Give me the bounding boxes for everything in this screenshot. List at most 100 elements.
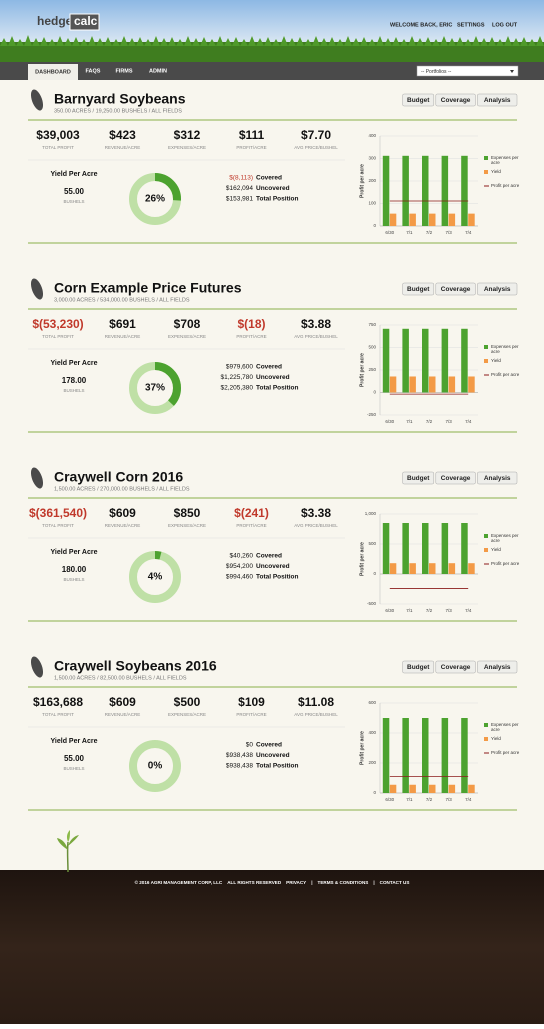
- footer-item[interactable]: CONTACT US: [379, 880, 410, 885]
- crop-icon: [30, 656, 44, 678]
- portfolio-select[interactable]: [416, 65, 519, 77]
- stat-value: $423: [109, 128, 136, 142]
- coverage-amount: $2,205,380: [220, 385, 253, 392]
- grass-blades: [0, 35, 544, 46]
- yield-unit: BUSHELS: [63, 199, 84, 204]
- yield-title: Yield Per Acre: [51, 549, 98, 556]
- y-tick-label: 750: [368, 322, 376, 327]
- button-label[interactable]: Analysis: [484, 286, 511, 293]
- nav-tab[interactable]: ADMIN: [149, 68, 167, 74]
- bar: [448, 784, 456, 793]
- button[interactable]: [402, 660, 435, 674]
- bar: [429, 563, 436, 574]
- legend-swatch: [484, 345, 488, 349]
- button[interactable]: [435, 93, 476, 107]
- y-tick-label: 100: [368, 201, 376, 206]
- nav-tab[interactable]: DASHBOARD: [35, 69, 71, 75]
- button[interactable]: [402, 471, 435, 485]
- coverage-label: Total Position: [256, 763, 299, 770]
- logo-text[interactable]: hedge: [37, 14, 73, 28]
- footer-links: © 2016 AGRI MANAGEMENT CORP, LLC ALL RIGH…: [0, 880, 544, 885]
- yield-value: 55.00: [64, 187, 85, 196]
- stat-label: EXPENSES/ACRE: [168, 145, 206, 150]
- x-tick-label: 7/3: [445, 797, 452, 802]
- button-label[interactable]: Budget: [407, 286, 430, 293]
- bar: [448, 213, 456, 226]
- coverage-amount: $162,094: [226, 185, 253, 192]
- button-label[interactable]: Budget: [407, 97, 430, 104]
- stat-label: PROFIT/ACRE: [236, 145, 266, 150]
- stat-value: $691: [109, 317, 136, 331]
- card-title: Barnyard Soybeans: [54, 91, 186, 107]
- footer-item[interactable]: PRIVACY: [286, 880, 307, 885]
- footer-item[interactable]: TERMS & CONDITIONS: [317, 880, 369, 885]
- bar: [429, 376, 436, 393]
- button[interactable]: [477, 93, 518, 107]
- x-tick-label: 7/3: [445, 608, 452, 613]
- bar: [441, 328, 449, 393]
- button[interactable]: [402, 282, 435, 296]
- donut-arc: [129, 551, 181, 603]
- stat-label: EXPENSES/ACRE: [168, 712, 206, 717]
- bar: [468, 376, 475, 393]
- nav-tab[interactable]: FAQS: [86, 68, 101, 74]
- button-label[interactable]: Analysis: [484, 97, 511, 104]
- coverage-amount: $954,200: [226, 563, 253, 570]
- button-label[interactable]: Analysis: [484, 664, 511, 671]
- bar: [441, 523, 449, 574]
- bar: [402, 155, 409, 226]
- coverage-label: Uncovered: [256, 374, 290, 381]
- button[interactable]: [435, 282, 476, 296]
- legend-item: Yield: [491, 547, 501, 552]
- legend-swatch: [484, 548, 488, 552]
- x-tick-label: 7/1: [406, 608, 413, 613]
- bar: [441, 718, 449, 793]
- legend-item: Expenses per acre: [491, 155, 519, 165]
- button[interactable]: [435, 471, 476, 485]
- nav-tab[interactable]: FIRMS: [115, 68, 132, 74]
- button[interactable]: [435, 660, 476, 674]
- y-tick-label: 500: [368, 541, 376, 546]
- button-label[interactable]: Coverage: [441, 286, 471, 293]
- coverage-label: Total Position: [256, 574, 299, 581]
- button-label[interactable]: Coverage: [441, 664, 471, 671]
- button-label[interactable]: Budget: [407, 664, 430, 671]
- logout-link[interactable]: LOG OUT: [492, 22, 518, 28]
- stat-value: $312: [174, 128, 201, 142]
- yield-title: Yield Per Acre: [51, 738, 98, 745]
- button[interactable]: [402, 93, 435, 107]
- divider: |: [373, 880, 375, 885]
- legend-label: Expenses per acre: [491, 722, 519, 732]
- y-tick-label: 0: [373, 790, 376, 795]
- coverage-label: Total Position: [256, 385, 299, 392]
- legend-label: Profit per acre: [491, 372, 520, 377]
- logo-text[interactable]: calc: [74, 14, 98, 28]
- donut-label: 37%: [145, 383, 165, 394]
- button[interactable]: [477, 660, 518, 674]
- stat-value: $39,003: [36, 128, 80, 142]
- button-label[interactable]: Coverage: [441, 97, 471, 104]
- button[interactable]: [477, 471, 518, 485]
- yield-unit: BUSHELS: [63, 577, 84, 582]
- button-label[interactable]: Budget: [407, 475, 430, 482]
- stat-label: TOTAL PROFIT: [42, 334, 74, 339]
- x-tick-label: 7/3: [445, 230, 452, 235]
- yield-title: Yield Per Acre: [51, 360, 98, 367]
- yield-title: Yield Per Acre: [51, 171, 98, 178]
- coverage-label: Uncovered: [256, 563, 290, 570]
- coverage-label: Uncovered: [256, 185, 290, 192]
- button[interactable]: [477, 282, 518, 296]
- button-label[interactable]: Analysis: [484, 475, 511, 482]
- card-subtitle: 350.00 ACRES / 19,250.00 BUSHELS / ALL F…: [54, 108, 182, 114]
- stat-value: $(361,540): [29, 506, 87, 520]
- select-text[interactable]: -- Portfolios --: [421, 69, 452, 75]
- button-label[interactable]: Coverage: [441, 475, 471, 482]
- crop-icon: [30, 467, 44, 489]
- settings-link[interactable]: SETTINGS: [457, 22, 485, 28]
- bar: [461, 523, 468, 574]
- legend-swatch: [484, 170, 488, 174]
- legend-label: Yield: [491, 547, 501, 552]
- stat-value: $850: [174, 506, 201, 520]
- card-title: Craywell Corn 2016: [54, 469, 183, 485]
